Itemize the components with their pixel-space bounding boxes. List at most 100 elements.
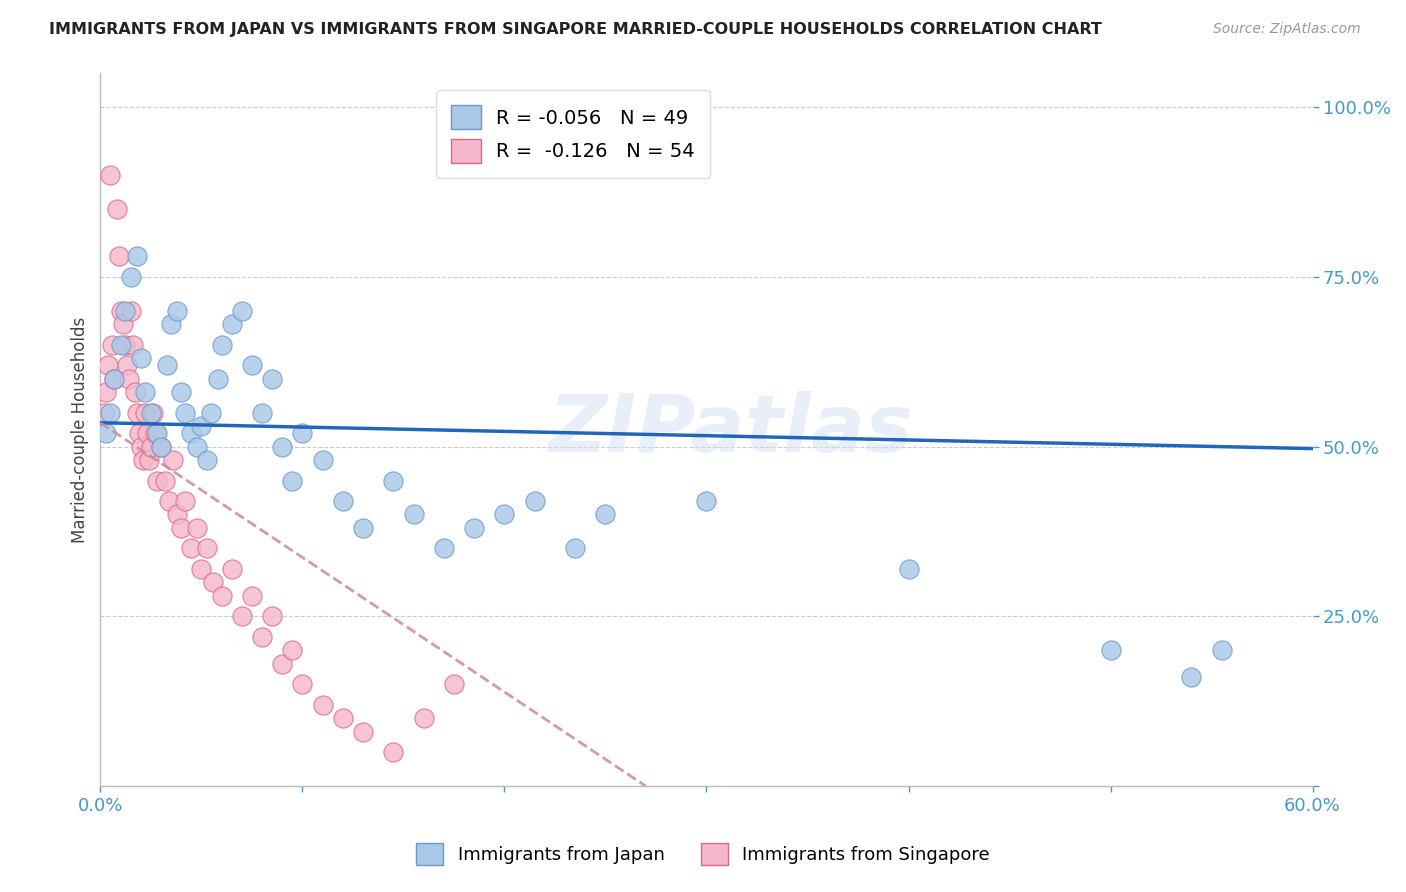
Point — [291, 425, 314, 440]
Point — [142, 406, 165, 420]
Point — [139, 406, 162, 420]
Point — [121, 337, 143, 351]
Point — [134, 406, 156, 420]
Point — [120, 269, 142, 284]
Point — [110, 337, 132, 351]
Point — [271, 657, 294, 671]
Point — [114, 303, 136, 318]
Point — [149, 440, 172, 454]
Point — [281, 643, 304, 657]
Point — [129, 440, 152, 454]
Point — [281, 474, 304, 488]
Legend: Immigrants from Japan, Immigrants from Singapore: Immigrants from Japan, Immigrants from S… — [409, 836, 997, 872]
Point — [103, 371, 125, 385]
Point — [103, 371, 125, 385]
Point — [117, 371, 139, 385]
Point — [190, 419, 212, 434]
Point — [523, 494, 546, 508]
Point — [129, 351, 152, 366]
Point — [96, 385, 118, 400]
Point — [162, 453, 184, 467]
Text: ZIPatlas: ZIPatlas — [548, 391, 914, 468]
Point — [443, 677, 465, 691]
Point — [1180, 670, 1202, 684]
Point — [180, 541, 202, 556]
Point — [125, 249, 148, 263]
Point — [211, 337, 233, 351]
Point — [231, 609, 253, 624]
Point — [186, 521, 208, 535]
Point — [382, 745, 405, 759]
Point — [240, 358, 263, 372]
Point — [149, 440, 172, 454]
Point — [262, 609, 284, 624]
Point — [695, 494, 717, 508]
Point — [200, 406, 222, 420]
Point — [250, 630, 273, 644]
Point — [412, 711, 434, 725]
Point — [124, 385, 146, 400]
Point — [97, 358, 120, 372]
Point — [114, 337, 136, 351]
Point — [382, 474, 405, 488]
Point — [221, 318, 243, 332]
Point — [96, 425, 118, 440]
Point — [240, 589, 263, 603]
Point — [157, 494, 180, 508]
Point — [132, 453, 155, 467]
Point — [197, 541, 219, 556]
Point — [153, 474, 176, 488]
Point — [352, 724, 374, 739]
Point — [186, 440, 208, 454]
Point — [311, 453, 333, 467]
Point — [180, 425, 202, 440]
Y-axis label: Married-couple Households: Married-couple Households — [72, 317, 89, 542]
Point — [115, 358, 138, 372]
Point — [494, 508, 516, 522]
Point — [1211, 643, 1233, 657]
Point — [146, 425, 169, 440]
Point — [291, 677, 314, 691]
Point — [262, 371, 284, 385]
Point — [564, 541, 586, 556]
Point — [156, 358, 179, 372]
Point — [271, 440, 294, 454]
Point — [311, 698, 333, 712]
Point — [190, 562, 212, 576]
Point — [146, 474, 169, 488]
Point — [1099, 643, 1122, 657]
Point — [128, 425, 150, 440]
Point — [100, 406, 122, 420]
Point — [211, 589, 233, 603]
Point — [138, 453, 160, 467]
Text: Source: ZipAtlas.com: Source: ZipAtlas.com — [1213, 22, 1361, 37]
Point — [105, 202, 128, 216]
Point — [433, 541, 456, 556]
Text: IMMIGRANTS FROM JAPAN VS IMMIGRANTS FROM SINGAPORE MARRIED-COUPLE HOUSEHOLDS COR: IMMIGRANTS FROM JAPAN VS IMMIGRANTS FROM… — [49, 22, 1102, 37]
Point — [174, 494, 197, 508]
Point — [352, 521, 374, 535]
Point — [897, 562, 920, 576]
Point — [332, 494, 354, 508]
Point — [135, 425, 157, 440]
Point — [139, 440, 162, 454]
Point — [100, 168, 122, 182]
Point — [332, 711, 354, 725]
Point — [197, 453, 219, 467]
Point — [595, 508, 617, 522]
Point — [93, 406, 115, 420]
Point — [110, 303, 132, 318]
Point — [174, 406, 197, 420]
Point — [231, 303, 253, 318]
Point — [166, 508, 188, 522]
Point — [160, 318, 183, 332]
Point — [655, 120, 678, 135]
Point — [202, 575, 225, 590]
Point — [221, 562, 243, 576]
Point — [402, 508, 425, 522]
Point — [101, 337, 124, 351]
Point — [143, 425, 166, 440]
Point — [463, 521, 485, 535]
Point — [134, 385, 156, 400]
Point — [250, 406, 273, 420]
